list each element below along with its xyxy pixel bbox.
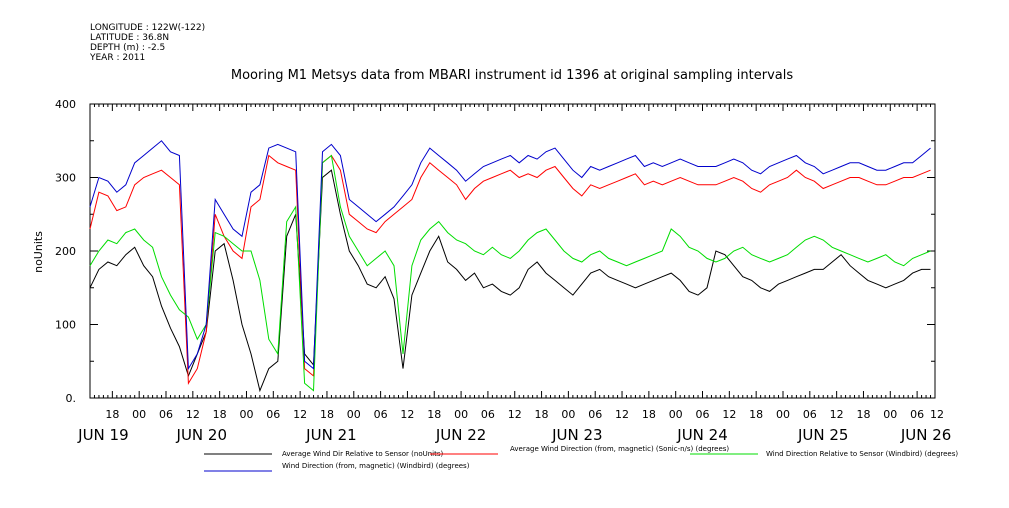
x-date-label: JUN 26 [900,426,951,444]
plot-border [89,103,936,399]
x-date-label: JUN 21 [305,426,356,444]
series-layer [89,140,931,393]
series-line-1 [89,169,931,393]
x-hour-label: 18 [749,408,763,421]
legend-label-1: Average Wind Dir Relative to Sensor (noU… [282,450,443,458]
legend-label-2: Average Wind Direction (from, magnetic) … [510,445,729,453]
x-hour-label: 00 [132,408,146,421]
x-hour-label: 12 [722,408,736,421]
x-date-label: JUN 20 [176,426,227,444]
x-hour-label: 00 [454,408,468,421]
x-date-label: JUN 25 [797,426,848,444]
legend-label-3: Wind Direction Relative to Sensor (Windb… [766,450,958,458]
y-tick-label: 400 [55,98,76,111]
x-date-label: JUN 22 [435,426,486,444]
x-hour-label: 18 [105,408,119,421]
x-hour-label: 00 [347,408,361,421]
y-tick-label: 200 [55,245,76,258]
x-hour-label: 18 [320,408,334,421]
x-hour-label: 06 [588,408,602,421]
x-hour-label: 00 [561,408,575,421]
x-hour-label: 00 [883,408,897,421]
plot-frame [89,103,936,399]
legend: Average Wind Dir Relative to Sensor (noU… [204,445,958,472]
x-date-label: JUN 23 [551,426,602,444]
x-hour-label: 12 [400,408,414,421]
x-hour-label: 06 [481,408,495,421]
x-hour-label: 06 [159,408,173,421]
x-hour-label: 12 [508,408,522,421]
x-hour-label: 12 [186,408,200,421]
x-hour-label: 00 [669,408,683,421]
x-hour-label: 12 [930,408,944,421]
x-hour-label: 18 [427,408,441,421]
x-date-label: JUN 19 [77,426,128,444]
x-hour-label: 18 [642,408,656,421]
meta-longitude: LONGITUDE : 122W(-122) [90,23,205,33]
x-hour-label: 06 [696,408,710,421]
series-line-3 [89,154,931,392]
series-line-4 [89,140,931,371]
x-hour-label: 18 [856,408,870,421]
chart-title: Mooring M1 Metsys data from MBARI instru… [231,68,793,83]
x-hour-label: 06 [374,408,388,421]
meta-latitude: LATITUDE : 36.8N [90,33,169,43]
meta-year: YEAR : 2011 [89,53,145,63]
x-axis-ticks: 18 00 06 12 18 00 06 12 18 00 06 12 18 00 06 12 18 00 06 12… [77,104,951,444]
x-hour-label: 18 [535,408,549,421]
legend-label-4: Wind Direction (from, magnetic) (Windbir… [282,462,470,470]
y-axis-label: noUnits [32,231,45,273]
x-hour-label: 00 [239,408,253,421]
y-tick-label: 300 [55,172,76,185]
x-hour-label: 12 [293,408,307,421]
y-tick-label: 0. [66,392,77,405]
x-hour-label: 18 [213,408,227,421]
x-hour-label: 06 [910,408,924,421]
x-hour-label: 12 [830,408,844,421]
x-hour-label: 12 [615,408,629,421]
series-line-2 [89,154,931,385]
x-hour-label: 06 [803,408,817,421]
y-tick-label: 100 [55,319,76,332]
meta-depth: DEPTH (m) : -2.5 [90,43,165,53]
x-hour-label: 00 [776,408,790,421]
x-date-label: JUN 24 [676,426,727,444]
x-hour-label: 06 [266,408,280,421]
